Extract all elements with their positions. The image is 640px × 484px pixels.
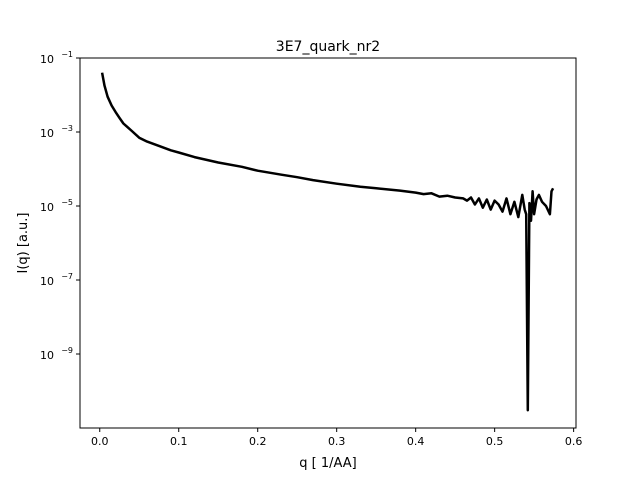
x-tick-label: 0.0 (91, 435, 109, 448)
y-tick-exponent: −1 (61, 50, 73, 59)
y-tick-exponent: −9 (61, 346, 73, 355)
x-tick-label: 0.6 (565, 435, 583, 448)
axes-frame (79, 57, 577, 429)
y-tick-label: 10 (40, 127, 54, 140)
y-tick-exponent: −3 (61, 124, 73, 133)
plot-area (100, 72, 555, 412)
x-tick-label: 0.1 (170, 435, 188, 448)
x-tick-label: 0.5 (486, 435, 504, 448)
y-tick-label: 10 (40, 349, 54, 362)
x-axis-label: q [ 1/AA] (299, 456, 356, 471)
x-axis: 0.0 0.1 0.2 0.3 0.4 0.5 0.6 (91, 428, 582, 448)
x-tick-label: 0.4 (407, 435, 425, 448)
y-tick-exponent: −7 (61, 272, 73, 281)
y-tick-exponent: −5 (61, 198, 73, 207)
series-line (100, 72, 555, 412)
x-tick-label: 0.3 (328, 435, 346, 448)
y-tick-label: 10 (40, 53, 54, 66)
chart-title: 3E7_quark_nr2 (276, 39, 380, 55)
y-tick-label: 10 (40, 201, 54, 214)
y-axis-label: I(q) [a.u.] (16, 213, 31, 274)
y-tick-label: 10 (40, 275, 54, 288)
y-axis: 10 −1 10 −3 10 −5 10 −7 10 −9 (40, 50, 80, 362)
x-tick-label: 0.2 (249, 435, 267, 448)
